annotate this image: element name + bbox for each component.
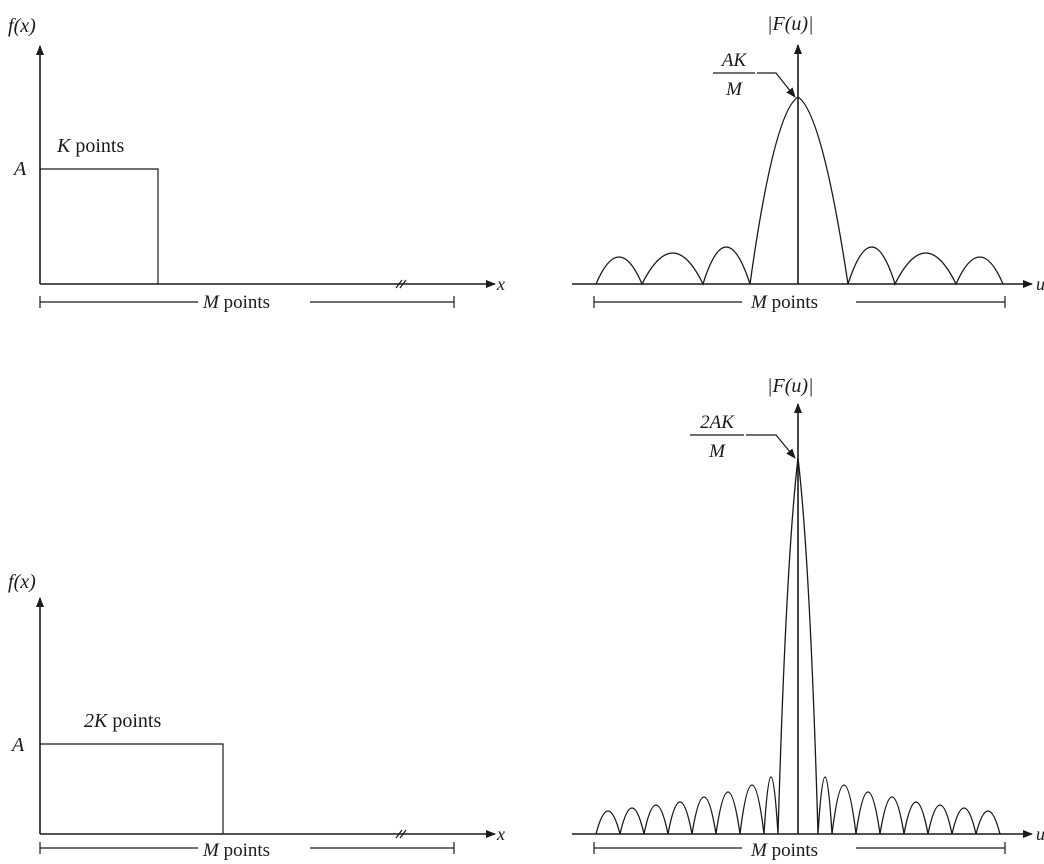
span-bracket — [593, 842, 1006, 854]
box-width-label: 2K points — [84, 710, 161, 732]
panel-top-right: |F(u)| u AK M M points — [572, 13, 1044, 313]
svg-text:M: M — [725, 79, 743, 100]
u-axis-label: u — [1036, 824, 1044, 844]
axis-break-mark — [395, 279, 407, 289]
span-bracket — [39, 296, 455, 308]
span-label: M points — [202, 840, 270, 861]
box-width-label: K points — [56, 135, 124, 157]
peak-label: AK M — [713, 50, 796, 100]
y-axis-label: |F(u)| — [767, 375, 814, 397]
box-function — [40, 168, 159, 284]
span-bracket — [39, 842, 455, 854]
panel-bottom-left: f(x) x A 2K points M points — [8, 571, 505, 861]
panel-top-left: f(x) x A K points M points — [8, 15, 505, 313]
y-axis-label: f(x) — [8, 15, 36, 37]
x-axis-label: x — [496, 274, 505, 294]
y-axis-label: |F(u)| — [767, 13, 814, 35]
amplitude-label: A — [12, 158, 27, 180]
box-function — [40, 743, 224, 834]
y-axis-label: f(x) — [8, 571, 36, 593]
amplitude-label: A — [10, 734, 25, 756]
x-axis-label: x — [496, 824, 505, 844]
svg-text:2AK: 2AK — [700, 412, 735, 433]
panel-bottom-right: |F(u)| u 2AK M M points — [572, 375, 1044, 861]
peak-label: 2AK M — [690, 412, 796, 462]
axis-break-mark — [395, 829, 407, 839]
magnitude-spectrum — [595, 457, 1001, 835]
svg-text:M: M — [708, 441, 726, 462]
svg-text:AK: AK — [720, 50, 748, 71]
magnitude-spectrum — [595, 96, 1004, 286]
span-label: M points — [750, 292, 818, 313]
span-bracket — [593, 296, 1006, 308]
span-label: M points — [202, 292, 270, 313]
u-axis-label: u — [1036, 274, 1044, 294]
span-label: M points — [750, 840, 818, 861]
